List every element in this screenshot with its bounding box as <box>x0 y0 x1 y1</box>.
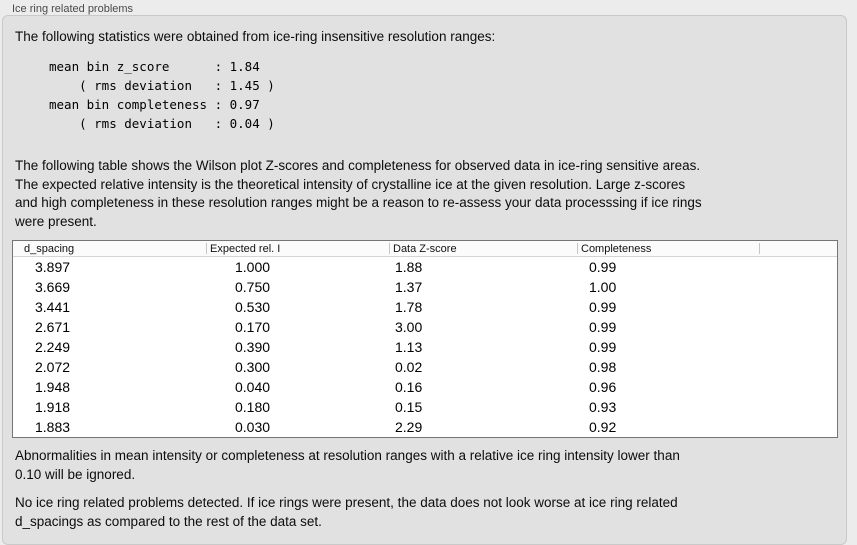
stats-line-compl-rms: ( rms deviation : 0.04 ) <box>49 116 275 131</box>
stats-line-zscore: mean bin z_score : 1.84 <box>49 59 260 74</box>
text-line: d_spacings as compared to the rest of th… <box>15 513 322 529</box>
table-row[interactable]: 1.883 0.030 2.29 0.92 <box>13 417 837 437</box>
table-row[interactable]: 2.072 0.300 0.02 0.98 <box>13 357 837 377</box>
cell-completeness: 0.93 <box>589 399 617 415</box>
cell-d-spacing: 3.897 <box>35 259 71 275</box>
text-line: and high completeness in these resolutio… <box>15 195 702 210</box>
cell-completeness: 0.99 <box>589 259 617 275</box>
column-header-filler <box>759 241 837 256</box>
column-header-completeness[interactable]: Completeness <box>577 241 759 256</box>
cell-completeness: 0.96 <box>589 379 617 395</box>
table-row[interactable]: 3.441 0.530 1.78 0.99 <box>13 297 837 317</box>
cell-data-z-score: 3.00 <box>395 319 423 335</box>
cell-data-z-score: 1.88 <box>395 259 423 275</box>
cell-expected-rel-i: 0.750 <box>235 279 271 295</box>
cell-data-z-score: 2.29 <box>395 419 423 435</box>
cell-expected-rel-i: 1.000 <box>235 259 271 275</box>
table-row[interactable]: 1.948 0.040 0.16 0.96 <box>13 377 837 397</box>
cell-expected-rel-i: 0.390 <box>235 339 271 355</box>
cell-data-z-score: 1.78 <box>395 299 423 315</box>
table-row[interactable]: 3.669 0.750 1.37 1.00 <box>13 277 837 297</box>
cell-d-spacing: 2.249 <box>35 339 71 355</box>
text-line: The expected relative intensity is the t… <box>15 176 686 192</box>
column-header-expected-rel-i[interactable]: Expected rel. I <box>206 241 389 256</box>
cell-expected-rel-i: 0.300 <box>235 359 271 375</box>
panel-title: Ice ring related problems <box>12 3 134 15</box>
cell-completeness: 0.92 <box>589 419 617 435</box>
table-header: d_spacing Expected rel. I Data Z-score C… <box>13 241 837 257</box>
conclusion-note: No ice ring related problems detected. I… <box>15 494 678 531</box>
text-line: were present. <box>15 213 97 229</box>
cell-data-z-score: 1.37 <box>395 279 423 295</box>
text-line: 0.10 will be ignored. <box>15 466 136 482</box>
table-row[interactable]: 2.249 0.390 1.13 0.99 <box>13 337 837 357</box>
cell-completeness: 1.00 <box>589 279 617 295</box>
cell-expected-rel-i: 0.030 <box>235 419 271 435</box>
column-header-d-spacing[interactable]: d_spacing <box>24 242 75 255</box>
cell-completeness: 0.99 <box>589 339 617 355</box>
cell-data-z-score: 0.02 <box>395 359 423 375</box>
cell-expected-rel-i: 0.040 <box>235 379 271 395</box>
cell-d-spacing: 2.072 <box>35 359 71 375</box>
stats-line-zscore-rms: ( rms deviation : 1.45 ) <box>49 78 275 93</box>
table-row[interactable]: 3.897 1.000 1.88 0.99 <box>13 257 837 277</box>
cell-completeness: 0.98 <box>589 359 617 375</box>
cell-d-spacing: 3.669 <box>35 279 71 295</box>
cell-d-spacing: 2.671 <box>35 319 71 335</box>
cell-data-z-score: 0.15 <box>395 399 423 415</box>
cell-d-spacing: 3.441 <box>35 299 71 315</box>
table-body: 3.897 1.000 1.88 0.99 3.669 0.750 1.37 1… <box>13 257 837 437</box>
text-line: No ice ring related problems detected. I… <box>15 495 678 510</box>
cell-expected-rel-i: 0.180 <box>235 399 271 415</box>
text-line: Abnormalities in mean intensity or compl… <box>15 448 680 463</box>
intro-text: The following statistics were obtained f… <box>15 29 496 44</box>
cell-expected-rel-i: 0.170 <box>235 319 271 335</box>
cell-data-z-score: 1.13 <box>395 339 423 355</box>
cell-completeness: 0.99 <box>589 299 617 315</box>
stats-line-completeness: mean bin completeness : 0.97 <box>49 97 260 112</box>
cell-data-z-score: 0.16 <box>395 379 423 395</box>
description-text: The following table shows the Wilson plo… <box>15 157 702 231</box>
column-header-data-z-score[interactable]: Data Z-score <box>389 241 577 256</box>
ignore-note: Abnormalities in mean intensity or compl… <box>15 447 680 484</box>
cell-expected-rel-i: 0.530 <box>235 299 271 315</box>
table-row[interactable]: 1.918 0.180 0.15 0.93 <box>13 397 837 417</box>
cell-completeness: 0.99 <box>589 319 617 335</box>
text-line: The following table shows the Wilson plo… <box>15 158 701 173</box>
panel-box: The following statistics were obtained f… <box>2 15 847 545</box>
stats-block: mean bin z_score : 1.84 ( rms deviation … <box>49 57 275 133</box>
ice-ring-table: d_spacing Expected rel. I Data Z-score C… <box>12 240 838 438</box>
cell-d-spacing: 1.883 <box>35 419 71 435</box>
cell-d-spacing: 1.948 <box>35 379 71 395</box>
cell-d-spacing: 1.918 <box>35 399 71 415</box>
table-row[interactable]: 2.671 0.170 3.00 0.99 <box>13 317 837 337</box>
